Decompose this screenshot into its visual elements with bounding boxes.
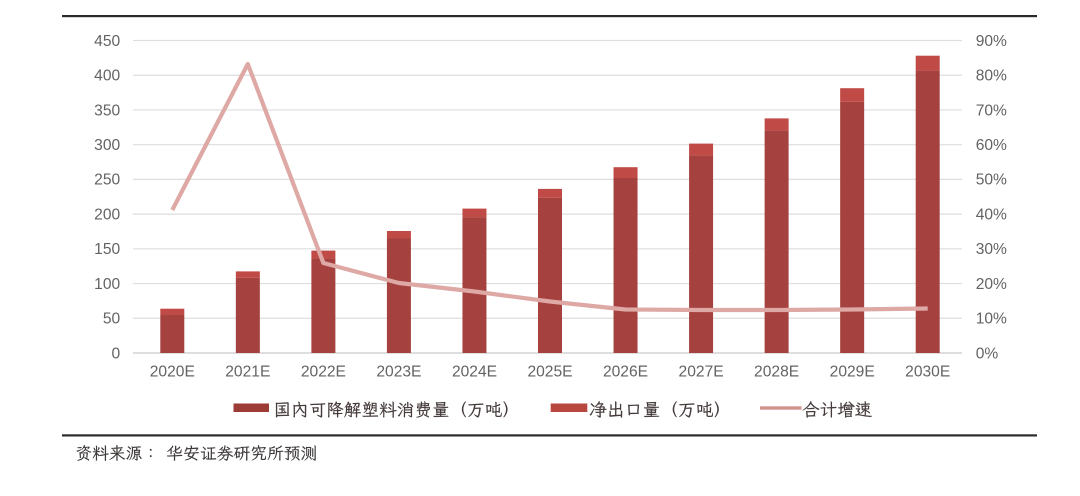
svg-text:90%: 90% [976, 33, 1007, 50]
svg-text:2027E: 2027E [679, 363, 724, 380]
svg-text:2026E: 2026E [603, 363, 648, 380]
svg-text:2020E: 2020E [150, 363, 195, 380]
svg-text:250: 250 [94, 172, 120, 189]
svg-text:2030E: 2030E [905, 363, 950, 380]
svg-text:150: 150 [94, 241, 120, 258]
svg-text:50: 50 [103, 311, 121, 328]
svg-text:200: 200 [94, 206, 120, 223]
svg-text:30%: 30% [976, 241, 1007, 258]
svg-text:70%: 70% [976, 102, 1007, 119]
svg-text:50%: 50% [976, 172, 1007, 189]
svg-text:2023E: 2023E [376, 363, 421, 380]
svg-text:80%: 80% [976, 68, 1007, 85]
svg-text:40%: 40% [976, 206, 1007, 223]
svg-text:100: 100 [94, 276, 120, 293]
svg-text:2022E: 2022E [301, 363, 346, 380]
svg-text:10%: 10% [976, 311, 1007, 328]
svg-text:450: 450 [94, 33, 120, 50]
svg-text:0: 0 [112, 345, 121, 362]
svg-text:0%: 0% [976, 345, 999, 362]
svg-text:20%: 20% [976, 276, 1007, 293]
svg-text:400: 400 [94, 68, 120, 85]
svg-text:2024E: 2024E [452, 363, 497, 380]
svg-text:350: 350 [94, 102, 120, 119]
svg-text:2028E: 2028E [754, 363, 799, 380]
svg-text:60%: 60% [976, 137, 1007, 154]
svg-text:2029E: 2029E [830, 363, 875, 380]
svg-text:2021E: 2021E [225, 363, 270, 380]
svg-text:300: 300 [94, 137, 120, 154]
svg-text:2025E: 2025E [527, 363, 572, 380]
